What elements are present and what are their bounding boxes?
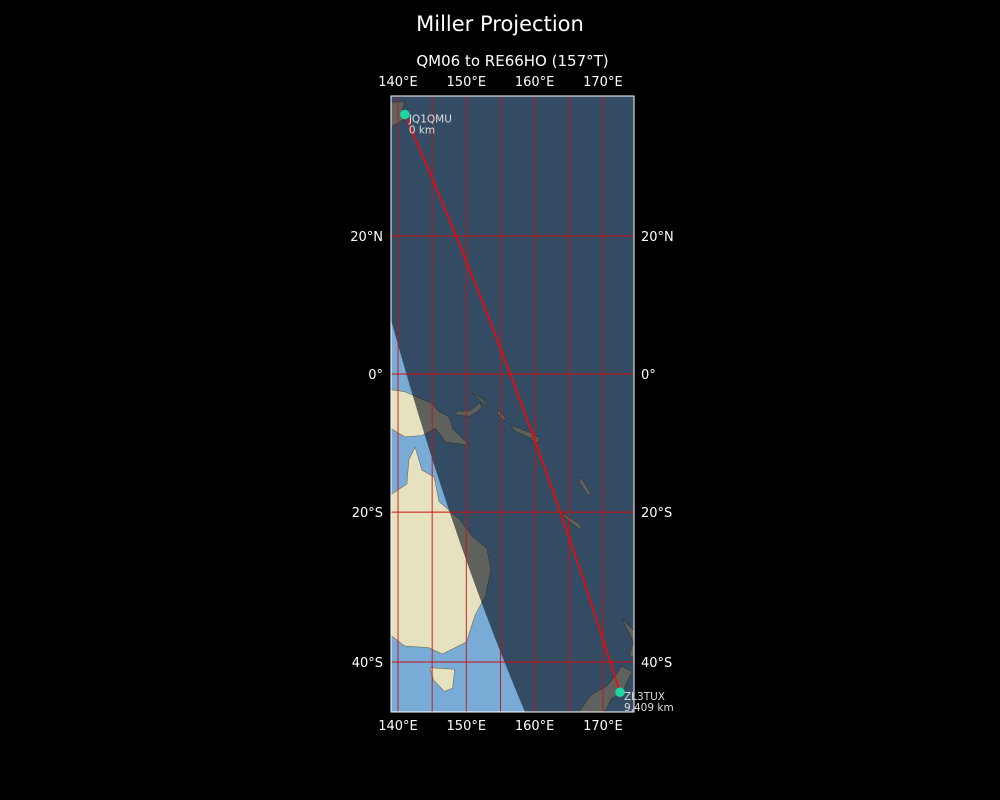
lon-tick-bottom: 160°E (515, 719, 555, 734)
lat-tick-left: 0° (368, 368, 383, 383)
tick-labels: 140°E 140°E 150°E 150°E 160°E 160°E 170°E 170°E… (350, 75, 674, 734)
lat-tick-right: 40°S (641, 656, 672, 671)
lat-tick-right: 20°N (641, 230, 674, 245)
map-title: Miller Projection (416, 12, 584, 36)
lon-tick-bottom: 150°E (447, 719, 487, 734)
lon-tick-bottom: 140°E (378, 719, 418, 734)
lon-tick-top: 160°E (515, 75, 555, 90)
station-call: JQ1QMU (408, 113, 452, 125)
station-marker-zl3tux[interactable] (615, 687, 625, 698)
great-circle-route (404, 114, 621, 693)
graticule (391, 96, 634, 712)
lon-tick-top: 140°E (378, 75, 418, 90)
map-frame (390, 95, 635, 713)
lat-tick-left: 40°S (352, 656, 383, 671)
stations (400, 109, 625, 698)
station-marker-jq1qmu[interactable] (400, 109, 410, 120)
lat-tick-left: 20°S (352, 506, 383, 521)
lat-tick-right: 20°S (641, 506, 672, 521)
land-tasmania (429, 667, 456, 692)
lon-tick-top: 150°E (447, 75, 487, 90)
lon-tick-bottom: 170°E (583, 719, 623, 734)
lon-tick-top: 170°E (583, 75, 623, 90)
station-distance: 0 km (409, 124, 435, 136)
station-call: ZL3TUX (624, 691, 665, 703)
night-shading (391, 96, 634, 712)
lat-tick-left: 20°N (350, 230, 383, 245)
lat-tick-right: 0° (641, 368, 656, 383)
station-distance: 9,409 km (624, 702, 674, 714)
map-subtitle: QM06 to RE66HO (157°T) (416, 52, 609, 70)
